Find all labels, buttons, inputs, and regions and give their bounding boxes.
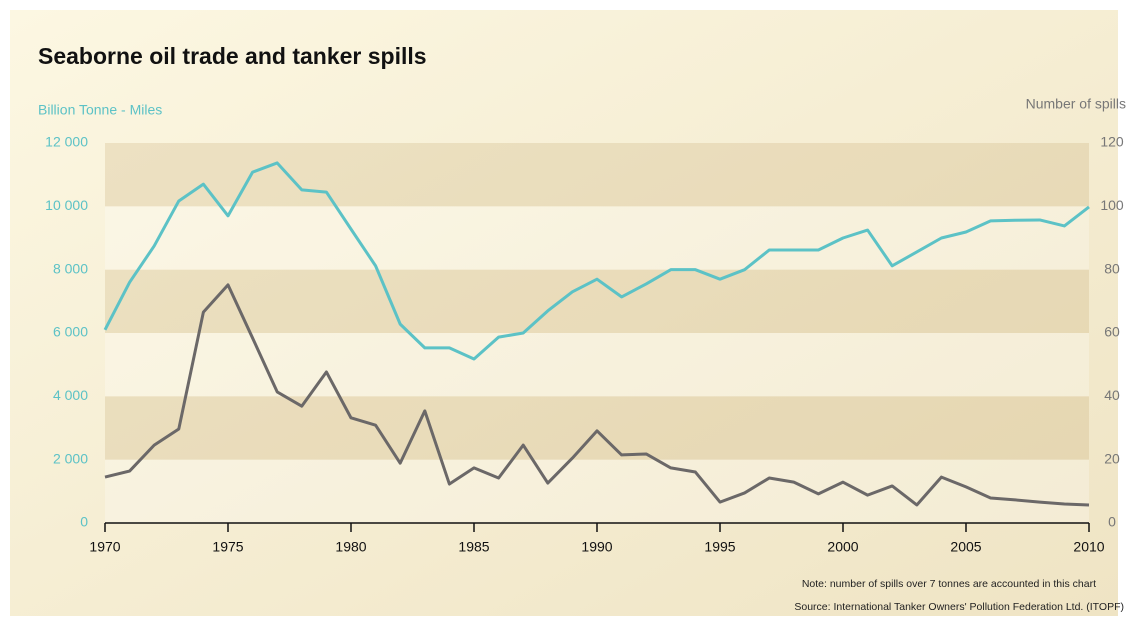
y2-tick-label: 0 (1108, 514, 1116, 530)
y2-tick-label: 60 (1104, 324, 1120, 340)
series-line (103, 161, 1090, 361)
y-tick-label: 0 (80, 514, 88, 530)
y-tick-label: 4 000 (53, 387, 88, 403)
x-tick-label: 1995 (704, 539, 735, 555)
y-tick-label: 2 000 (53, 450, 88, 466)
grid-band (105, 143, 1089, 207)
y-tick-label: 6 000 (53, 324, 88, 340)
grid-band (105, 396, 1089, 460)
grid-band (105, 333, 1089, 397)
x-tick-label: 1980 (335, 539, 366, 555)
x-tick-label: 1985 (458, 539, 489, 555)
grid-band (105, 206, 1089, 270)
x-tick-label: 1970 (89, 539, 120, 555)
x-tick-label: 1990 (581, 539, 612, 555)
y-tick-label: 10 000 (45, 197, 88, 213)
x-tick-label: 1975 (212, 539, 243, 555)
chart-title: Seaborne oil trade and tanker spills (38, 43, 427, 69)
y2-axis-label: Number of spills (1026, 96, 1126, 112)
source: Source: International Tanker Owners' Pol… (794, 601, 1124, 613)
background (10, 10, 1118, 616)
x-tick-label: 2000 (827, 539, 858, 555)
y2-tick-label: 80 (1104, 260, 1120, 276)
series-line (104, 283, 1090, 507)
grid-band (105, 459, 1089, 523)
y-tick-label: 12 000 (45, 134, 88, 150)
y2-tick-label: 40 (1104, 387, 1120, 403)
note: Note: number of spills over 7 tonnes are… (802, 578, 1096, 590)
y-tick-label: 8 000 (53, 260, 88, 276)
y2-tick-label: 120 (1100, 134, 1124, 150)
x-tick-label: 2010 (1073, 539, 1104, 555)
y-axis-label: Billion Tonne - Miles (38, 102, 162, 118)
y2-tick-label: 100 (1100, 197, 1124, 213)
x-tick-label: 2005 (950, 539, 981, 555)
y2-tick-label: 20 (1104, 450, 1120, 466)
